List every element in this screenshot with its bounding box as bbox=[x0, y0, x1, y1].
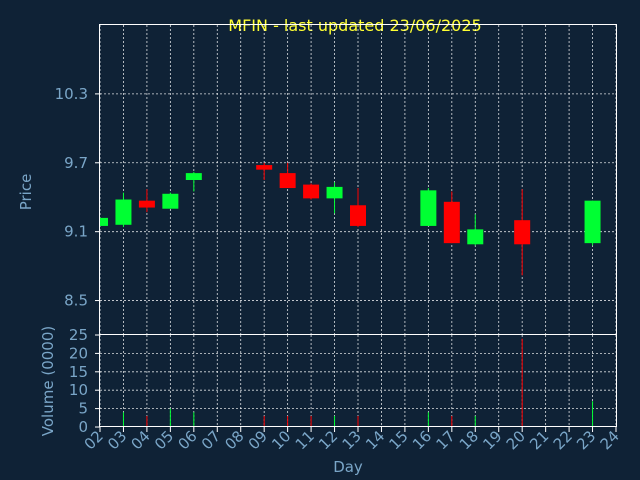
candle-body bbox=[100, 217, 108, 226]
volume-tick-label: 10 bbox=[69, 381, 88, 399]
x-axis-ticks: 0203040506070809101112131415161718192021… bbox=[81, 427, 623, 453]
chart-title: MFIN - last updated 23/06/2025 bbox=[228, 16, 481, 35]
volume-tick-label: 25 bbox=[69, 326, 88, 344]
price-axis-label: Price bbox=[17, 174, 35, 211]
volume-tick-label: 0 bbox=[78, 418, 88, 436]
candle-body bbox=[256, 165, 273, 170]
price-tick-label: 10.3 bbox=[55, 85, 88, 103]
candle-body bbox=[303, 184, 320, 199]
candle-body bbox=[420, 190, 437, 226]
candles bbox=[99, 162, 601, 276]
price-tick-label: 9.1 bbox=[64, 223, 88, 241]
volume-tick-label: 15 bbox=[69, 363, 88, 381]
volume-panel-frame bbox=[99, 334, 617, 427]
price-axis-ticks: 8.5 9.1 9.7 10.3 bbox=[55, 85, 100, 310]
volume-axis-label: Volume (0000) bbox=[39, 326, 57, 436]
candle-body bbox=[467, 229, 484, 245]
candle-body bbox=[350, 205, 366, 226]
price-tick-label: 9.7 bbox=[64, 154, 88, 172]
candle-body bbox=[326, 186, 343, 199]
volume-tick-label: 20 bbox=[69, 344, 88, 362]
candle-body bbox=[584, 200, 601, 244]
volume-tick-label: 5 bbox=[78, 400, 88, 418]
candle-body bbox=[185, 173, 202, 180]
candle-body bbox=[514, 220, 531, 245]
candle-body bbox=[279, 173, 296, 189]
price-tick-label: 8.5 bbox=[64, 292, 88, 310]
candle-body bbox=[138, 200, 155, 208]
candle-body bbox=[162, 193, 179, 209]
volume-gridlines bbox=[99, 335, 617, 427]
x-axis-label: Day bbox=[333, 458, 363, 476]
candle-body bbox=[115, 199, 132, 225]
candle-body bbox=[443, 201, 460, 244]
volume-bars bbox=[122, 338, 594, 427]
